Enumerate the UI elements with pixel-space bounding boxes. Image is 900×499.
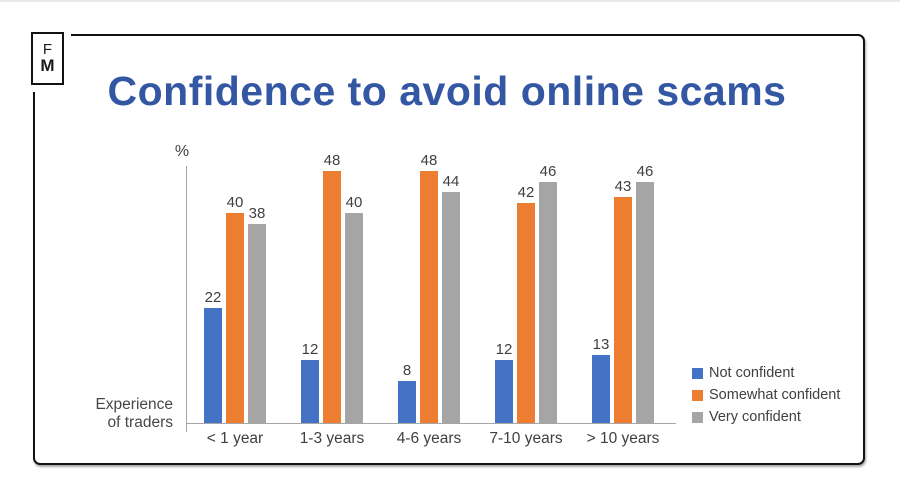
bar-group-10-years: 13 43 46 <box>592 162 654 423</box>
bar-value-label: 12 <box>301 341 319 358</box>
bar-wrap: 46 <box>636 162 654 423</box>
bar-wrap: 12 <box>495 341 513 423</box>
legend-swatch-icon <box>692 367 703 379</box>
bar-value-label: 13 <box>592 335 610 353</box>
bar-not-confident <box>204 307 222 423</box>
x-axis-title: Experience of traders <box>95 396 173 431</box>
bar-very-confident <box>636 181 654 423</box>
top-border-line <box>0 0 900 2</box>
bar-wrap: 22 <box>204 288 222 423</box>
category-label-4-6-years: 4-6 years <box>396 430 462 447</box>
bar-wrap: 48 <box>420 152 438 423</box>
bar-value-label: 48 <box>420 152 438 169</box>
legend-item-not-confident: Not confident <box>692 365 840 381</box>
legend-swatch-icon <box>692 411 703 423</box>
bar-group-4-6-years: 8 48 44 <box>398 152 460 423</box>
category-label-1-year: < 1 year <box>206 430 264 447</box>
bar-wrap: 38 <box>248 204 266 423</box>
category-label-1-3-years: 1-3 years <box>299 430 365 447</box>
legend-item-very-confident: Very confident <box>692 409 840 425</box>
bar-wrap: 40 <box>226 194 244 423</box>
bar-wrap: 40 <box>345 194 363 423</box>
bar-somewhat-confident <box>226 213 244 423</box>
bar-very-confident <box>345 213 363 423</box>
bar-not-confident <box>592 354 610 423</box>
bar-value-label: 48 <box>323 152 341 169</box>
bar-value-label: 43 <box>614 178 632 196</box>
y-axis-unit-label: % <box>174 143 190 160</box>
bar-group-1-year: 22 40 38 <box>204 194 266 423</box>
bar-value-label: 46 <box>539 162 557 180</box>
bar-value-label: 42 <box>517 183 535 201</box>
category-label-7-10-years: 7-10 years <box>489 430 563 447</box>
bar-wrap: 8 <box>398 362 416 423</box>
logo-letter-m: M <box>40 56 55 76</box>
bar-somewhat-confident <box>420 171 438 423</box>
bar-not-confident <box>495 360 513 423</box>
bar-somewhat-confident <box>323 171 341 423</box>
bar-not-confident <box>301 360 319 423</box>
bar-value-label: 38 <box>248 204 266 222</box>
bar-somewhat-confident <box>614 197 632 423</box>
legend-label: Not confident <box>709 365 795 381</box>
bar-wrap: 42 <box>517 183 535 423</box>
bar-wrap: 44 <box>442 173 460 423</box>
bar-value-label: 8 <box>402 362 412 379</box>
chart-legend: Not confident Somewhat confident Very conf… <box>692 365 840 425</box>
bar-wrap: 46 <box>539 162 557 423</box>
bar-wrap: 43 <box>614 178 632 423</box>
bar-very-confident <box>539 181 557 423</box>
bar-wrap: 48 <box>323 152 341 423</box>
x-axis-tick <box>185 424 187 432</box>
logo-letter-f: F <box>42 40 53 58</box>
bar-value-label: 12 <box>495 341 513 358</box>
bar-very-confident <box>248 223 266 423</box>
bar-wrap: 12 <box>301 341 319 423</box>
bar-not-confident <box>398 381 416 423</box>
bar-value-label: 44 <box>442 173 460 190</box>
bar-value-label: 40 <box>345 194 363 211</box>
bar-group-7-10-years: 12 42 46 <box>495 162 557 423</box>
bar-value-label: 40 <box>226 194 244 211</box>
bar-somewhat-confident <box>517 202 535 423</box>
legend-label: Somewhat confident <box>709 387 841 403</box>
bar-value-label: 22 <box>204 288 222 306</box>
fm-logo: F M <box>31 32 64 85</box>
category-label-10-years: > 10 years <box>586 430 660 447</box>
bar-group-1-3-years: 12 48 40 <box>301 152 363 423</box>
plot-area: 22 40 38 < 1 year 12 48 40 1-3 years 8 48 44 4-6 ye… <box>185 152 676 447</box>
legend-label: Very confident <box>709 409 801 425</box>
legend-item-somewhat-confident: Somewhat confident <box>692 387 840 403</box>
chart-title: Confidence to avoid online scams <box>107 68 787 114</box>
bar-value-label: 46 <box>636 162 654 180</box>
bar-very-confident <box>442 192 460 423</box>
bar-wrap: 13 <box>592 336 610 423</box>
legend-swatch-icon <box>692 389 703 401</box>
